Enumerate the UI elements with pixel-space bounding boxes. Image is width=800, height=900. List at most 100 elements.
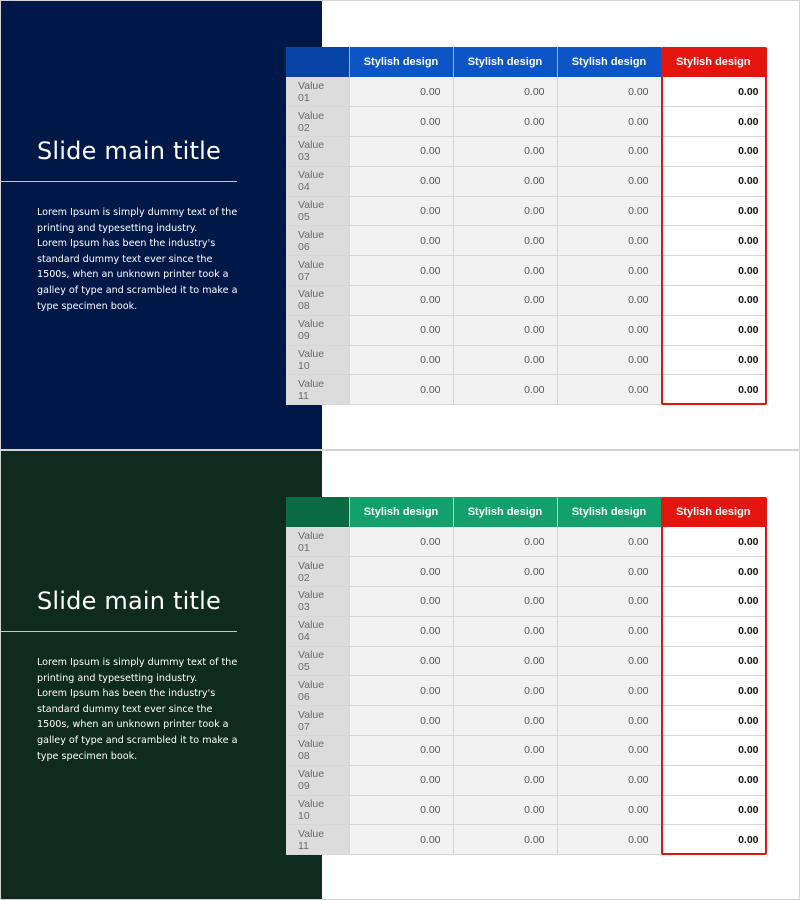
table-cell: 0.00 (557, 374, 662, 406)
row-label: Value 08 (286, 285, 350, 316)
row-label: Value 01 (286, 77, 350, 108)
table-header-corner (286, 47, 350, 77)
row-label: Value 01 (286, 527, 350, 558)
table-header-corner (286, 497, 350, 527)
table-cell: 0.00 (453, 255, 558, 287)
table-cell: 0.00 (453, 705, 558, 737)
table-cell: 0.00 (557, 556, 662, 588)
table-cell: 0.00 (349, 225, 454, 257)
table-cell: 0.00 (349, 196, 454, 227)
highlight-cell: 0.00 (661, 106, 766, 138)
table-cell: 0.00 (349, 735, 454, 766)
table-cell: 0.00 (453, 374, 558, 406)
row-label: Value 07 (286, 255, 350, 287)
table-row: Value 10 0.00 0.00 0.00 0.00 (286, 345, 766, 376)
body-paragraph-1: Lorem Ipsum is simply dummy text of the … (37, 207, 238, 234)
highlight-cell: 0.00 (661, 166, 766, 197)
highlight-cell: 0.00 (661, 345, 766, 376)
row-label: Value 06 (286, 225, 350, 257)
row-label: Value 09 (286, 315, 350, 346)
row-label: Value 11 (286, 824, 350, 856)
table-cell: 0.00 (349, 315, 454, 346)
row-label: Value 09 (286, 765, 350, 796)
row-label: Value 05 (286, 646, 350, 677)
table-row: Value 11 0.00 0.00 0.00 0.00 (286, 824, 766, 856)
table-header-cell: Stylish design (349, 47, 454, 77)
table-cell: 0.00 (349, 527, 454, 558)
table-cell: 0.00 (557, 735, 662, 766)
table-cell: 0.00 (453, 646, 558, 677)
table-cell: 0.00 (557, 586, 662, 617)
highlight-cell: 0.00 (661, 315, 766, 346)
table-row: Value 02 0.00 0.00 0.00 0.00 (286, 106, 766, 138)
table-row: Value 08 0.00 0.00 0.00 0.00 (286, 285, 766, 316)
slide-2-data-table: Stylish design Stylish design Stylish desi… (286, 497, 766, 856)
table-header-cell: Stylish design (661, 47, 765, 77)
table-row: Value 07 0.00 0.00 0.00 0.00 (286, 705, 766, 737)
table-cell: 0.00 (557, 196, 662, 227)
highlight-cell: 0.00 (661, 824, 766, 856)
table-row: Value 04 0.00 0.00 0.00 0.00 (286, 166, 766, 197)
row-label: Value 10 (286, 345, 350, 376)
table-row: Value 01 0.00 0.00 0.00 0.00 (286, 77, 766, 108)
highlight-cell: 0.00 (661, 646, 766, 677)
highlight-cell: 0.00 (661, 616, 766, 647)
table-cell: 0.00 (349, 824, 454, 856)
table-cell: 0.00 (453, 106, 558, 138)
table-cell: 0.00 (453, 765, 558, 796)
highlight-cell: 0.00 (661, 795, 766, 826)
highlight-cell: 0.00 (661, 255, 766, 287)
slide-1-data-table: Stylish design Stylish design Stylish desi… (286, 47, 766, 406)
highlight-cell: 0.00 (661, 77, 766, 108)
table-cell: 0.00 (349, 374, 454, 406)
table-row: Value 03 0.00 0.00 0.00 0.00 (286, 586, 766, 617)
table-cell: 0.00 (557, 824, 662, 856)
table-row: Value 02 0.00 0.00 0.00 0.00 (286, 556, 766, 588)
row-label: Value 03 (286, 586, 350, 617)
slide-1: Slide main title Lorem Ipsum is simply d… (0, 0, 800, 450)
table-cell: 0.00 (349, 765, 454, 796)
table-cell: 0.00 (557, 527, 662, 558)
table-cell: 0.00 (349, 646, 454, 677)
row-label: Value 02 (286, 106, 350, 138)
row-label: Value 04 (286, 166, 350, 197)
slide-2-title: Slide main title (37, 587, 221, 615)
table-cell: 0.00 (453, 795, 558, 826)
table-cell: 0.00 (349, 166, 454, 197)
table-cell: 0.00 (349, 795, 454, 826)
table-cell: 0.00 (453, 136, 558, 167)
slide-2: Slide main title Lorem Ipsum is simply d… (0, 450, 800, 900)
table-cell: 0.00 (349, 556, 454, 588)
table-cell: 0.00 (557, 77, 662, 108)
slide-1-body-text: Lorem Ipsum is simply dummy text of the … (37, 205, 242, 314)
table-cell: 0.00 (557, 285, 662, 316)
table-cell: 0.00 (557, 765, 662, 796)
table-header-cell: Stylish design (349, 497, 454, 527)
slide-2-dark-panel: Slide main title Lorem Ipsum is simply d… (1, 451, 322, 899)
table-row: Value 07 0.00 0.00 0.00 0.00 (286, 255, 766, 287)
row-label: Value 11 (286, 374, 350, 406)
slide-2-body-text: Lorem Ipsum is simply dummy text of the … (37, 655, 242, 764)
table-cell: 0.00 (557, 345, 662, 376)
table-cell: 0.00 (453, 527, 558, 558)
row-label: Value 05 (286, 196, 350, 227)
table-cell: 0.00 (453, 196, 558, 227)
highlight-cell: 0.00 (661, 196, 766, 227)
table-row: Value 10 0.00 0.00 0.00 0.00 (286, 795, 766, 826)
title-divider (1, 181, 237, 182)
slide-1-dark-panel: Slide main title Lorem Ipsum is simply d… (1, 1, 322, 449)
highlight-cell: 0.00 (661, 556, 766, 588)
table-row: Value 05 0.00 0.00 0.00 0.00 (286, 646, 766, 677)
table-row: Value 06 0.00 0.00 0.00 0.00 (286, 225, 766, 257)
table-cell: 0.00 (557, 166, 662, 197)
table-cell: 0.00 (349, 106, 454, 138)
table-header-cell: Stylish design (557, 47, 662, 77)
highlight-cell: 0.00 (661, 136, 766, 167)
row-label: Value 06 (286, 675, 350, 707)
table-row: Value 01 0.00 0.00 0.00 0.00 (286, 527, 766, 558)
table-cell: 0.00 (557, 136, 662, 167)
table-cell: 0.00 (557, 106, 662, 138)
highlight-cell: 0.00 (661, 675, 766, 707)
table-cell: 0.00 (453, 225, 558, 257)
table-cell: 0.00 (453, 735, 558, 766)
